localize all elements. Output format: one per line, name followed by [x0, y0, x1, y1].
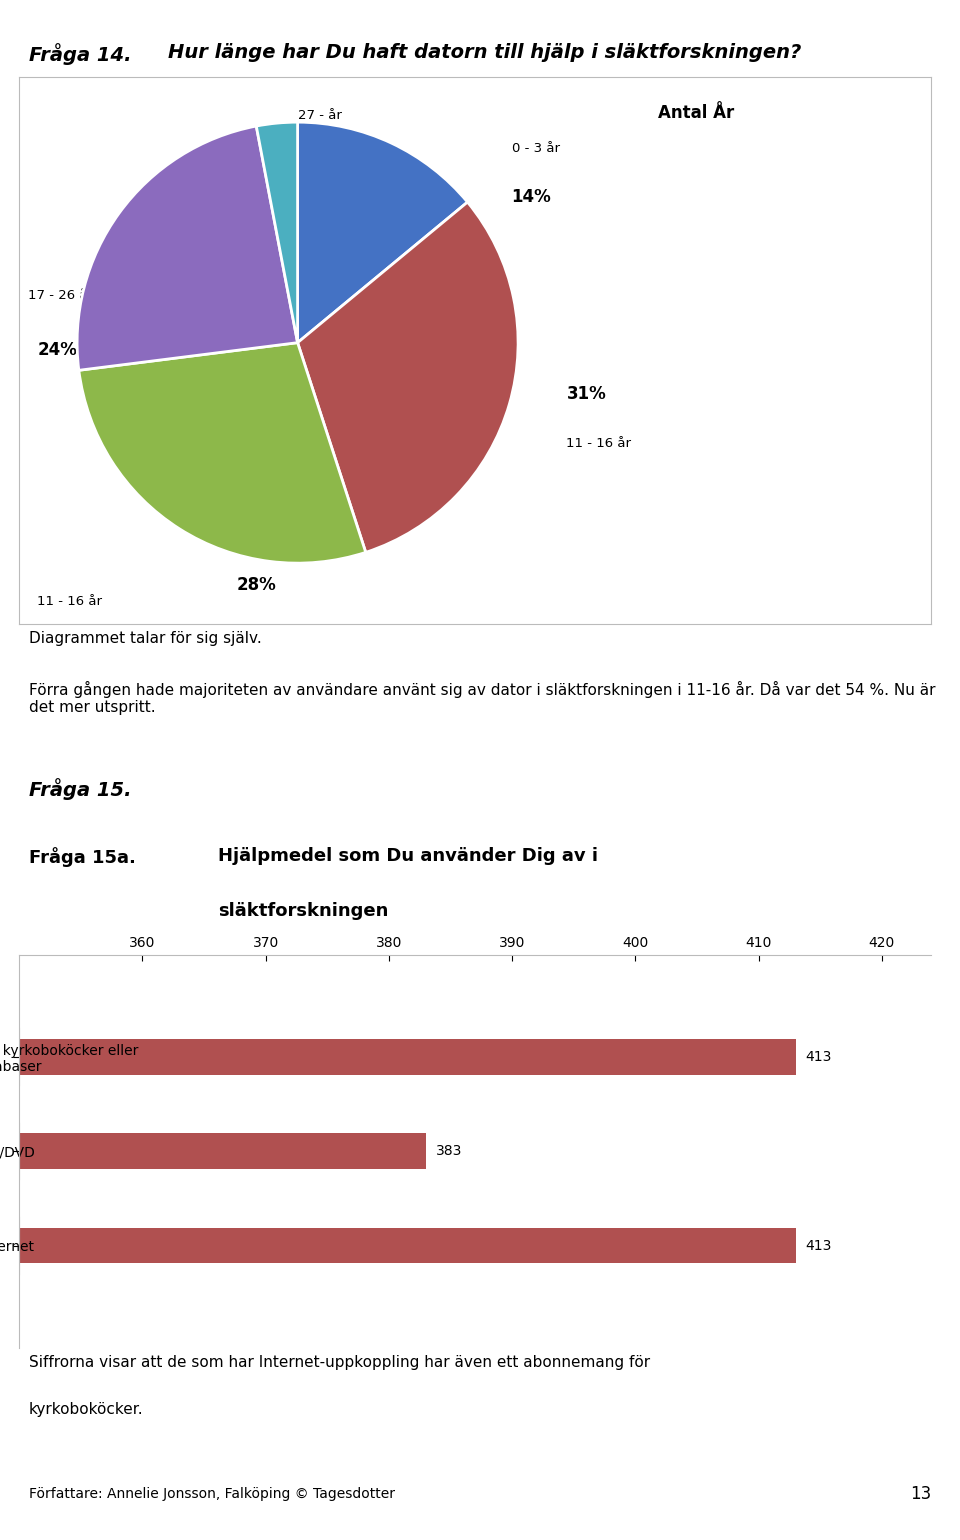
Text: Fråga 15.: Fråga 15.: [29, 778, 132, 799]
Text: 24%: 24%: [37, 342, 78, 359]
Text: Hjälpmedel som Du använder Dig av i: Hjälpmedel som Du använder Dig av i: [218, 847, 598, 865]
Wedge shape: [298, 122, 468, 343]
Text: Siffrorna visar att de som har Internet-uppkoppling har även ett abonnemang för: Siffrorna visar att de som har Internet-…: [29, 1355, 650, 1371]
Text: Hur länge har Du haft datorn till hjälp i släktforskningen?: Hur länge har Du haft datorn till hjälp …: [168, 43, 802, 62]
Wedge shape: [256, 122, 298, 343]
Text: 413: 413: [805, 1238, 832, 1252]
Text: Diagrammet talar för sig själv.: Diagrammet talar för sig själv.: [29, 631, 261, 647]
Text: 413: 413: [805, 1050, 832, 1064]
Text: Fråga 15a.: Fråga 15a.: [29, 847, 135, 867]
Wedge shape: [77, 126, 298, 370]
Text: 28%: 28%: [236, 576, 276, 594]
Text: 0 - 3 år: 0 - 3 år: [512, 142, 560, 154]
Text: 31%: 31%: [566, 385, 606, 403]
Wedge shape: [298, 202, 518, 553]
Text: 14%: 14%: [512, 188, 551, 206]
Bar: [0, 1227, 796, 1263]
Text: kyrkoboköcker.: kyrkoboköcker.: [29, 1401, 143, 1417]
Text: 27 - år: 27 - år: [299, 109, 342, 122]
Text: 17 - 26 år: 17 - 26 år: [29, 290, 93, 302]
Bar: [0, 1133, 426, 1169]
Text: Förra gången hade majoriteten av användare använt sig av dator i släktforskninge: Förra gången hade majoriteten av använda…: [29, 681, 935, 715]
Text: Författare: Annelie Jonsson, Falköping © Tagesdotter: Författare: Annelie Jonsson, Falköping ©…: [29, 1486, 395, 1502]
Text: 11 - 16 år: 11 - 16 år: [566, 437, 632, 450]
Text: Antal År: Antal År: [658, 105, 733, 122]
Text: 13: 13: [910, 1485, 931, 1503]
Text: släktforskningen: släktforskningen: [218, 902, 389, 919]
Bar: [0, 1040, 796, 1075]
Wedge shape: [79, 343, 366, 564]
Text: 3%: 3%: [315, 156, 344, 174]
Text: 383: 383: [436, 1144, 462, 1158]
Text: 11 - 16 år: 11 - 16 år: [37, 596, 103, 608]
Text: Fråga 14.: Fråga 14.: [29, 43, 132, 65]
